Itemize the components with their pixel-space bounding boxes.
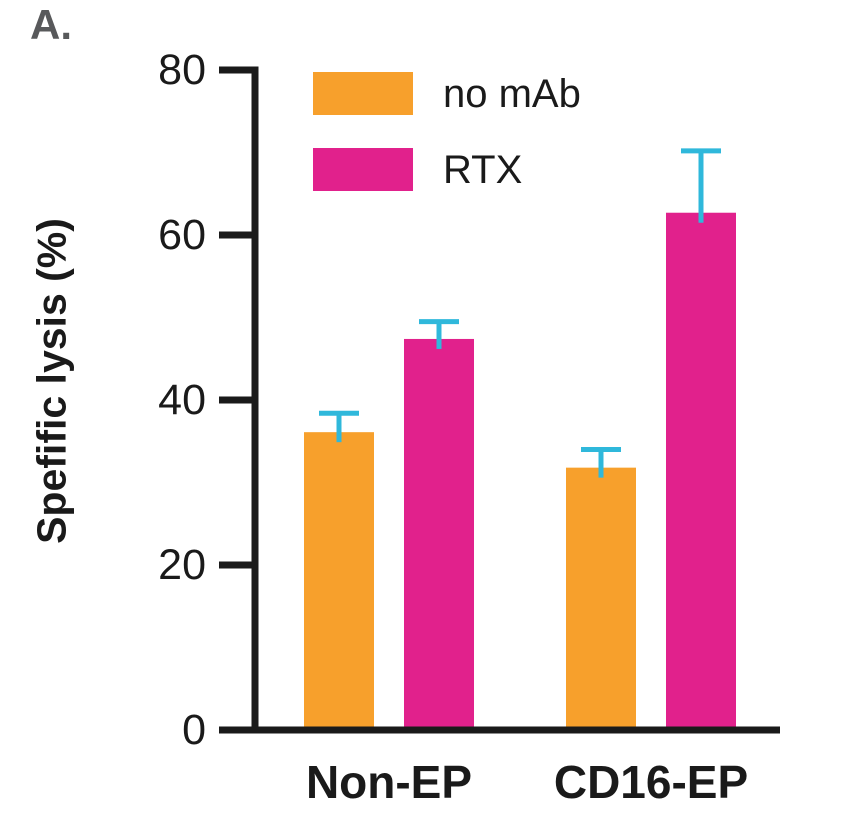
legend-item-no-mab: no mAb [313, 72, 581, 115]
panel-label: A. [30, 1, 72, 48]
x-category-label-cd16-ep: CD16-EP [554, 756, 748, 808]
legend: no mAb RTX [313, 72, 581, 191]
bar-non-ep-rtx [404, 338, 474, 733]
y-tick-label-60: 60 [158, 211, 206, 259]
y-tick-label-0: 0 [182, 706, 206, 754]
bar-non-ep-no-mab [304, 432, 374, 733]
legend-swatch-no-mab [313, 72, 413, 115]
legend-label-no-mab: no mAb [443, 71, 581, 116]
y-tick-label-40: 40 [158, 376, 206, 424]
y-tick-label-80: 80 [158, 46, 206, 94]
legend-swatch-rtx [313, 148, 413, 191]
bar-cd16-ep-rtx [666, 212, 736, 734]
bar-cd16-ep-no-mab [566, 467, 636, 733]
legend-label-rtx: RTX [443, 147, 523, 192]
y-tick-label-20: 20 [158, 541, 206, 589]
x-category-label-non-ep: Non-EP [306, 756, 472, 808]
legend-item-rtx: RTX [313, 148, 581, 191]
